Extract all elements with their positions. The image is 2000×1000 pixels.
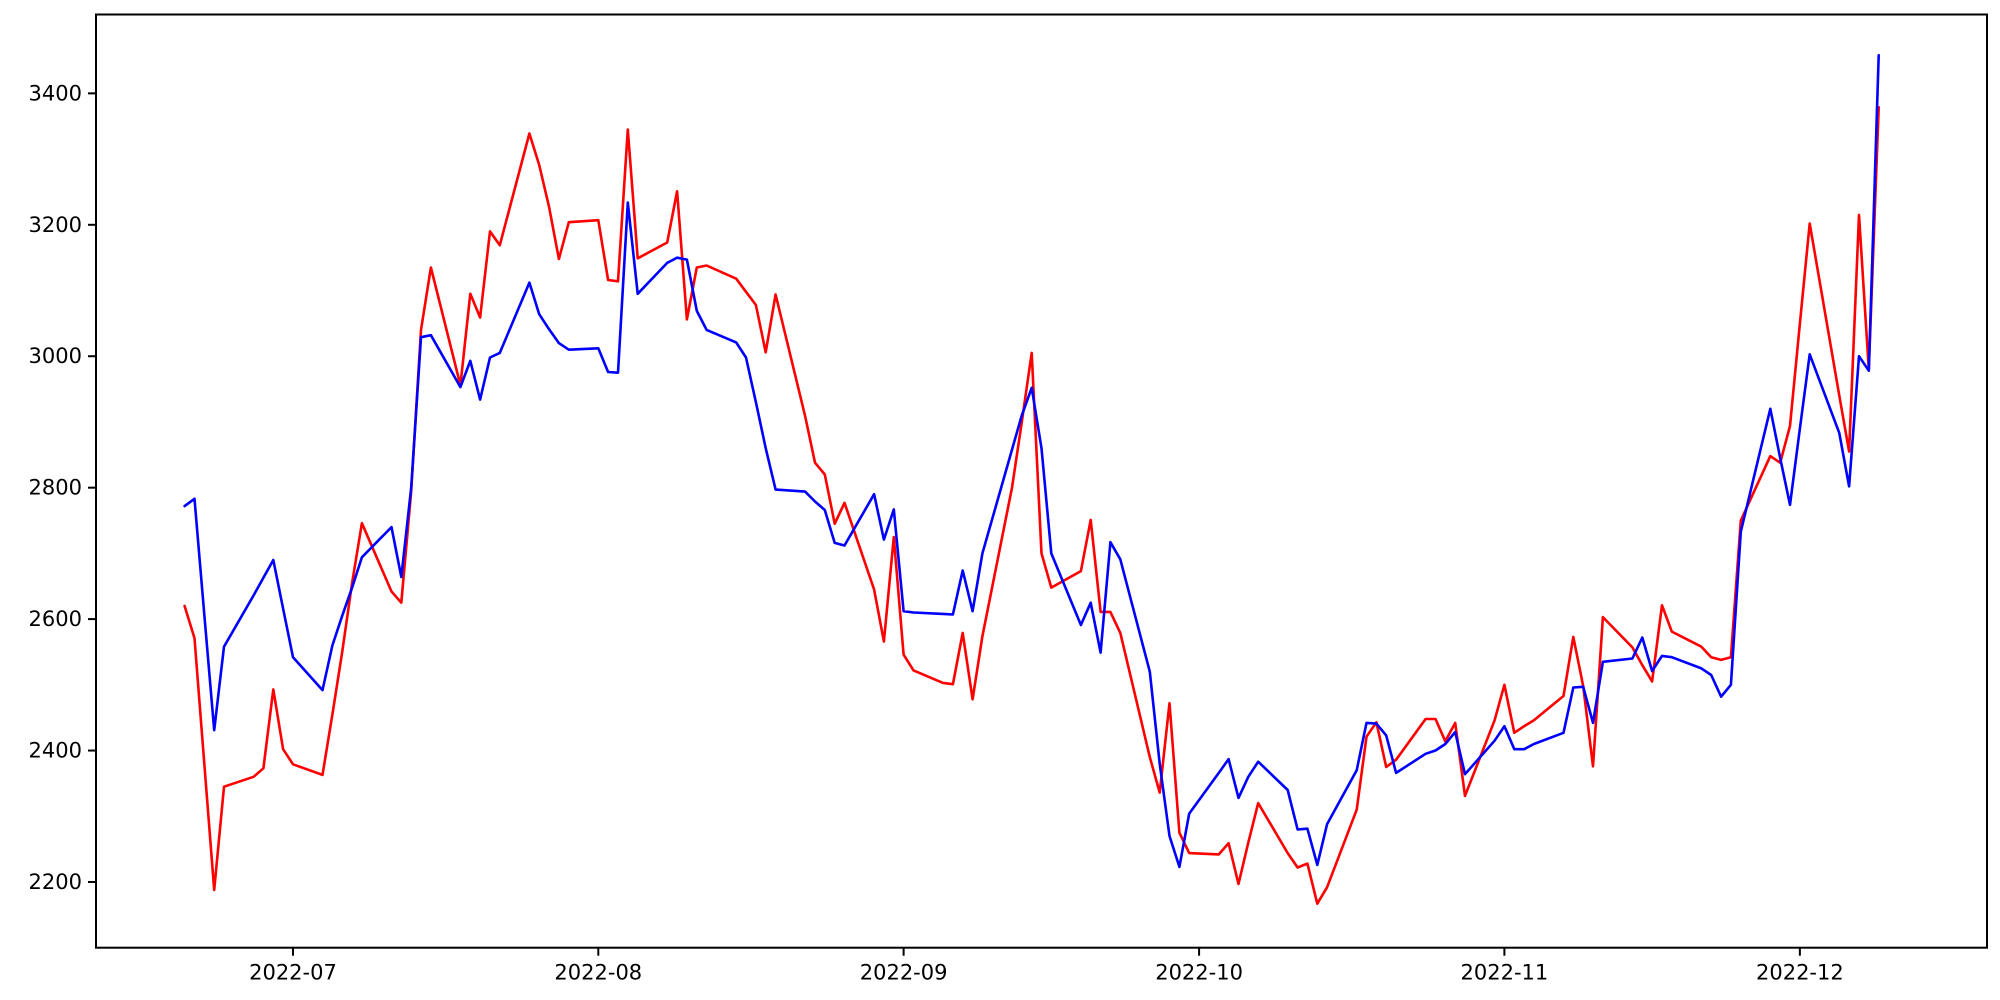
- axes-spines: [95, 13, 1988, 949]
- y-axis-tick-label: 2800: [29, 476, 82, 500]
- y-axis-tick-label: 3400: [29, 81, 82, 105]
- x-axis-tick-label: 2022-07: [249, 961, 337, 985]
- x-axis-tick-label: 2022-11: [1461, 961, 1549, 985]
- x-axis-tick-label: 2022-10: [1155, 961, 1243, 985]
- blue-series-line: [183, 53, 1880, 869]
- y-axis-tick-label: 2200: [29, 870, 82, 894]
- x-axis-tick-label: 2022-08: [554, 961, 642, 985]
- red-series-line: [183, 105, 1880, 906]
- x-axis-tick-label: 2022-12: [1756, 961, 1844, 985]
- y-axis-tick-label: 3000: [29, 344, 82, 368]
- y-axis-tick-label: 2400: [29, 739, 82, 763]
- x-axis-tick-label: 2022-09: [860, 961, 948, 985]
- y-axis-tick-label: 3200: [29, 213, 82, 237]
- y-axis-tick-label: 2600: [29, 607, 82, 631]
